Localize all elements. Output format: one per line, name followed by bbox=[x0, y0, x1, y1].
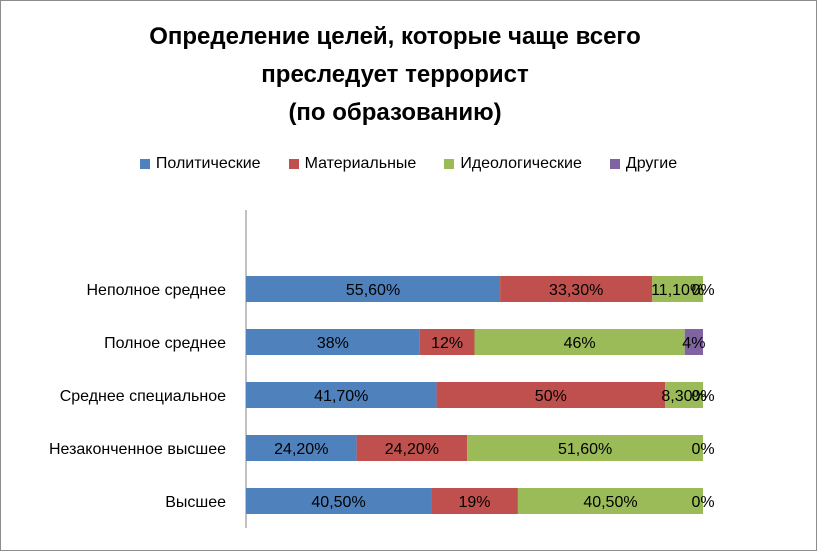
bar-material bbox=[436, 382, 666, 408]
data-label-ideological: 40,50% bbox=[583, 494, 637, 511]
legend-swatch-material bbox=[288, 159, 299, 169]
legend-swatch-political bbox=[139, 159, 150, 169]
data-label-ideological: 11,10% bbox=[651, 282, 704, 299]
bar-material bbox=[419, 329, 475, 355]
data-label-material: 33,30% bbox=[549, 282, 603, 299]
data-label-political: 55,60% bbox=[346, 282, 400, 299]
legend-swatch-other bbox=[609, 159, 620, 169]
data-label-material: 50% bbox=[535, 388, 567, 405]
bar-political bbox=[246, 276, 501, 302]
data-label-material: 12% bbox=[431, 335, 463, 352]
data-label-political: 38% bbox=[317, 335, 349, 352]
data-label-ideological: 51,60% bbox=[558, 441, 612, 458]
chart-title-line-1: Определение целей, которые чаще всего bbox=[149, 23, 641, 50]
chart-title-line-3: (по образованию) bbox=[288, 99, 502, 126]
bar-material bbox=[500, 276, 653, 302]
bar-ideological bbox=[665, 382, 703, 408]
category-label: Полное среднее bbox=[104, 335, 226, 352]
data-label-ideological: 8,30% bbox=[661, 388, 706, 405]
legend-label-other: Другие bbox=[625, 155, 678, 172]
chart-legend: Политические Материальные Идеологические… bbox=[0, 155, 817, 173]
bar-ideological bbox=[474, 329, 685, 355]
legend-label-political: Политические bbox=[155, 155, 261, 172]
data-label-political: 24,20% bbox=[274, 441, 328, 458]
data-label-ideological: 46% bbox=[564, 335, 596, 352]
bar-material bbox=[356, 435, 468, 461]
data-label-political: 40,50% bbox=[311, 494, 365, 511]
bar-ideological bbox=[467, 435, 703, 461]
data-label-other: 0% bbox=[691, 388, 714, 405]
data-label-other: 4% bbox=[682, 335, 705, 352]
category-label: Высшее bbox=[165, 494, 226, 511]
legend-item-ideological: Идеологические bbox=[444, 155, 582, 173]
category-label: Неполное среднее bbox=[87, 282, 227, 299]
legend-item-material: Материальные bbox=[288, 155, 417, 173]
bar-ideological bbox=[517, 488, 703, 514]
legend-label-material: Материальные bbox=[304, 155, 417, 172]
legend-item-political: Политические bbox=[139, 155, 261, 173]
bar-ideological bbox=[652, 276, 703, 302]
bar-other bbox=[684, 329, 703, 355]
bar-political bbox=[246, 435, 357, 461]
bar-political bbox=[246, 488, 432, 514]
legend-label-ideological: Идеологические bbox=[460, 155, 582, 172]
data-label-political: 41,70% bbox=[314, 388, 368, 405]
data-label-material: 24,20% bbox=[385, 441, 439, 458]
bar-political bbox=[246, 382, 437, 408]
data-label-other: 0% bbox=[691, 282, 714, 299]
category-label: Среднее специальное bbox=[60, 388, 226, 405]
data-label-other: 0% bbox=[691, 494, 714, 511]
bar-material bbox=[431, 488, 518, 514]
chart-title: Определение целей, которые чаще всего пр… bbox=[95, 18, 695, 132]
chart-title-line-2: преследует террорист bbox=[261, 61, 529, 88]
data-label-material: 19% bbox=[458, 494, 490, 511]
data-label-other: 0% bbox=[691, 441, 714, 458]
legend-item-other: Другие bbox=[609, 155, 678, 173]
bar-political bbox=[246, 329, 420, 355]
legend-swatch-ideological bbox=[444, 159, 455, 169]
category-label: Незаконченное высшее bbox=[49, 441, 226, 458]
